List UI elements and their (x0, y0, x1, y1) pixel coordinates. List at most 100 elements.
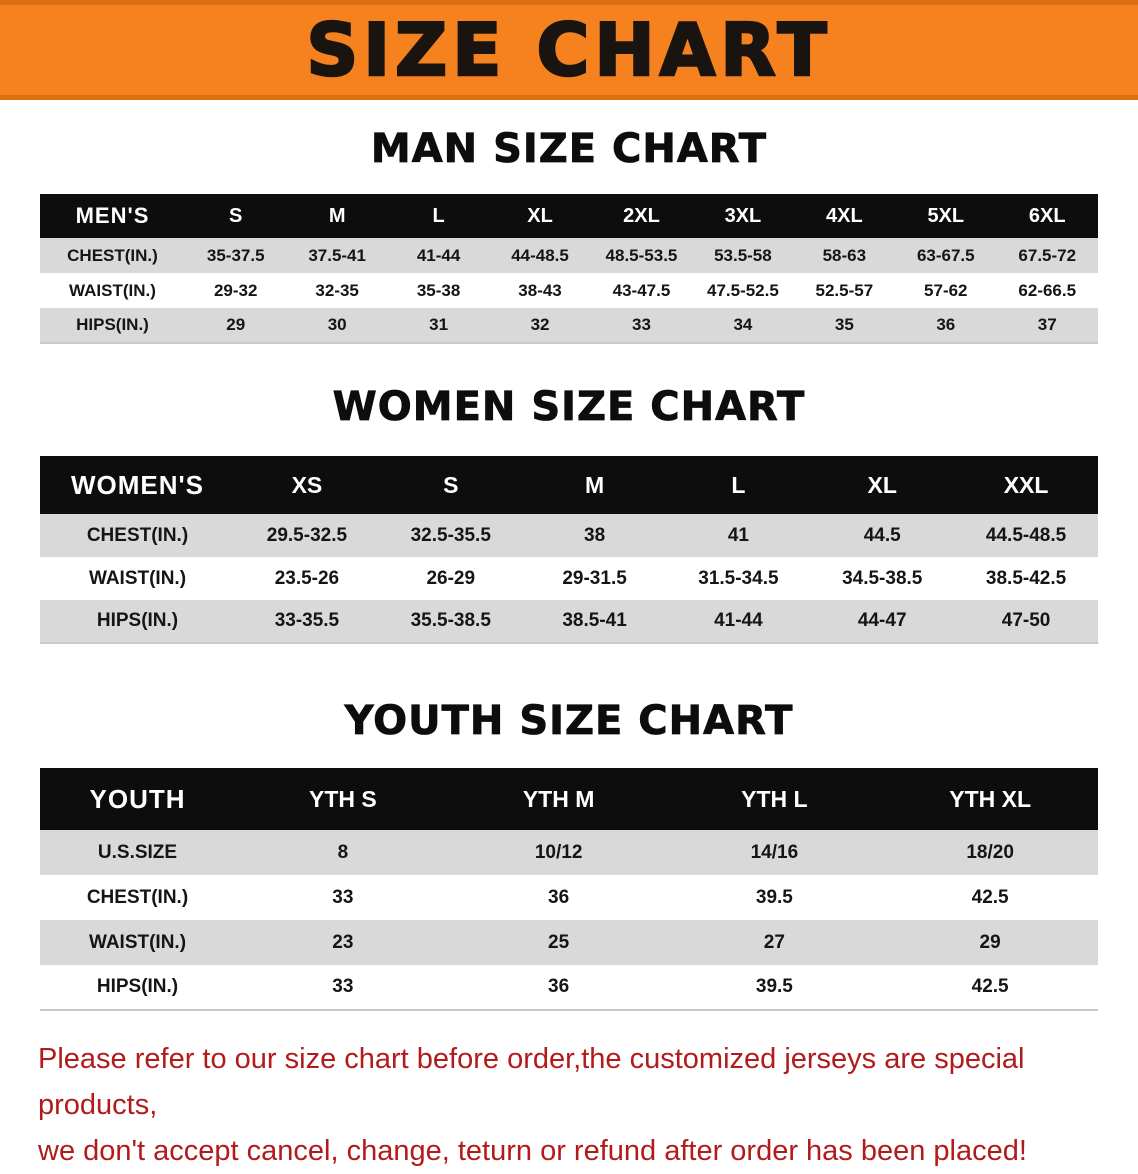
size-value-cell: 26-29 (426, 567, 476, 589)
size-value-cell: 38.5-41 (562, 610, 627, 631)
measurement-label: WAIST(IN.) (88, 931, 187, 953)
measurement-row: HIPS(IN.) 29 30 31 32 33 34 35 36 37 (40, 308, 1098, 343)
table-header-row: WOMEN'S XS S M L XL XXL (40, 456, 1098, 514)
size-column-header: 3XL (692, 194, 794, 238)
size-column-header: 2XL (590, 194, 693, 238)
measurement-row: WAIST(IN.) 29-32 32-35 35-38 38-43 43-47.5 47.… (40, 273, 1098, 308)
table-title-cell: WOMEN'S (40, 456, 235, 514)
size-column-header: 5XL (895, 194, 997, 238)
measurement-row: CHEST(IN.) 33 36 39.5 42.5 (40, 875, 1098, 920)
size-value-cell: 8 (337, 841, 349, 863)
measurement-label: CHEST(IN.) (86, 524, 189, 546)
measurement-label: WAIST(IN.) (69, 280, 156, 300)
banner: SIZE CHART (0, 0, 1138, 100)
size-value-cell: 35-38 (416, 280, 461, 300)
table-header-row: YOUTH YTH S YTH M YTH L YTH XL (40, 768, 1098, 830)
size-value-cell: 29 (979, 931, 1001, 953)
size-value-cell: 39.5 (755, 886, 793, 908)
size-value-cell: 44-48.5 (511, 245, 569, 265)
size-value-cell: 47.5-52.5 (706, 280, 779, 300)
size-value-cell: 38.5-42.5 (985, 567, 1067, 589)
size-column-header: M (286, 194, 388, 238)
measurement-label: CHEST(IN.) (67, 245, 158, 265)
measurement-label: HIPS(IN.) (96, 976, 179, 997)
size-column-header: 6XL (996, 194, 1098, 238)
men-size-section: MAN SIZE CHART MEN'S S M L XL 2XL 3XL 4XL 5XL 6XL… (0, 126, 1138, 344)
size-value-cell: 62-66.5 (1018, 280, 1077, 300)
size-value-cell: 27 (763, 931, 785, 953)
disclaimer-line-1: Please refer to our size chart before or… (38, 1043, 1025, 1121)
measurement-label: WAIST(IN.) (88, 567, 187, 589)
size-column-header: S (378, 456, 523, 514)
size-value-cell: 39.5 (755, 976, 793, 997)
youth-section-heading: YOUTH SIZE CHART (344, 698, 794, 745)
size-value-cell: 18/20 (966, 841, 1014, 863)
size-value-cell: 29-31.5 (562, 567, 627, 589)
measurement-row: CHEST(IN.) 35-37.5 37.5-41 41-44 44-48.5 48.5… (40, 238, 1098, 273)
size-value-cell: 63-67.5 (916, 245, 975, 265)
size-value-cell: 35.5-38.5 (410, 610, 491, 631)
size-column-header: YTH L (666, 768, 883, 830)
size-value-cell: 29.5-32.5 (266, 524, 348, 546)
size-value-cell: 34 (733, 315, 753, 334)
size-column-header: 4XL (793, 194, 896, 238)
size-value-cell: 14/16 (750, 841, 799, 863)
size-column-header: S (185, 194, 287, 238)
size-value-cell: 41-44 (416, 245, 461, 265)
men-section-heading: MAN SIZE CHART (370, 126, 768, 173)
size-column-header: XL (810, 456, 955, 514)
measurement-row: WAIST(IN.) 23.5-26 26-29 29-31.5 31.5-34.5 34… (40, 557, 1098, 600)
size-value-cell: 30 (327, 315, 347, 334)
size-value-cell: 52.5-57 (815, 280, 874, 300)
size-column-header: XL (489, 194, 591, 238)
disclaimer: Please refer to our size chart before or… (0, 1037, 1138, 1174)
women-size-table: WOMEN'S XS S M L XL XXL CHEST(IN.) 29.5-32.5 32.5… (40, 456, 1098, 644)
size-value-cell: 32-35 (315, 280, 359, 300)
size-value-cell: 48.5-53.5 (605, 245, 678, 265)
size-value-cell: 36 (936, 315, 956, 334)
size-value-cell: 25 (548, 931, 570, 953)
measurement-label: CHEST(IN.) (86, 886, 189, 908)
size-value-cell: 31 (429, 315, 449, 334)
size-value-cell: 67.5-72 (1018, 245, 1077, 265)
size-value-cell: 44.5 (863, 524, 901, 546)
size-value-cell: 34.5-38.5 (842, 567, 923, 589)
size-column-header: XXL (954, 456, 1098, 514)
measurement-row: WAIST(IN.) 23 25 27 29 (40, 920, 1098, 965)
table-title-cell: YOUTH (40, 768, 235, 830)
size-column-header: YTH S (235, 768, 451, 830)
size-column-header: YTH M (450, 768, 667, 830)
size-value-cell: 58-63 (822, 245, 867, 265)
youth-size-section: YOUTH SIZE CHART YOUTH YTH S YTH M YTH L YTH… (0, 698, 1138, 1011)
size-value-cell: 42.5 (971, 886, 1009, 908)
size-value-cell: 10/12 (534, 841, 583, 863)
size-value-cell: 44-47 (857, 610, 907, 631)
size-value-cell: 36 (548, 976, 570, 997)
size-value-cell: 33 (332, 886, 354, 908)
size-value-cell: 37.5-41 (308, 245, 366, 265)
size-value-cell: 47-50 (1001, 610, 1051, 631)
measurement-row: CHEST(IN.) 29.5-32.5 32.5-35.5 38 41 44.5 44.5… (40, 514, 1098, 557)
size-value-cell: 36 (548, 886, 570, 908)
size-column-header: XS (235, 456, 379, 514)
size-column-header: L (387, 194, 490, 238)
table-header-row: MEN'S S M L XL 2XL 3XL 4XL 5XL 6XL (40, 194, 1098, 238)
size-value-cell: 43-47.5 (612, 280, 671, 300)
table-title-cell: MEN'S (40, 194, 185, 238)
measurement-row: HIPS(IN.) 33-35.5 35.5-38.5 38.5-41 41-44 44-… (40, 600, 1098, 643)
size-value-cell: 29 (226, 315, 246, 334)
size-value-cell: 57-62 (924, 280, 968, 300)
men-size-table: MEN'S S M L XL 2XL 3XL 4XL 5XL 6XL CHEST(IN.) 35-37… (40, 194, 1098, 344)
size-value-cell: 38 (584, 524, 606, 546)
measurement-label: HIPS(IN.) (76, 315, 149, 334)
disclaimer-line-2: we don't accept cancel, change, teturn o… (38, 1134, 1027, 1167)
size-value-cell: 35-37.5 (206, 245, 265, 265)
size-value-cell: 32.5-35.5 (410, 524, 491, 546)
size-column-header: M (522, 456, 667, 514)
size-value-cell: 41-44 (714, 610, 763, 631)
measurement-label: U.S.SIZE (97, 841, 178, 863)
page-title: SIZE CHART (305, 8, 832, 92)
size-value-cell: 53.5-58 (714, 245, 772, 265)
size-value-cell: 44.5-48.5 (985, 524, 1067, 546)
